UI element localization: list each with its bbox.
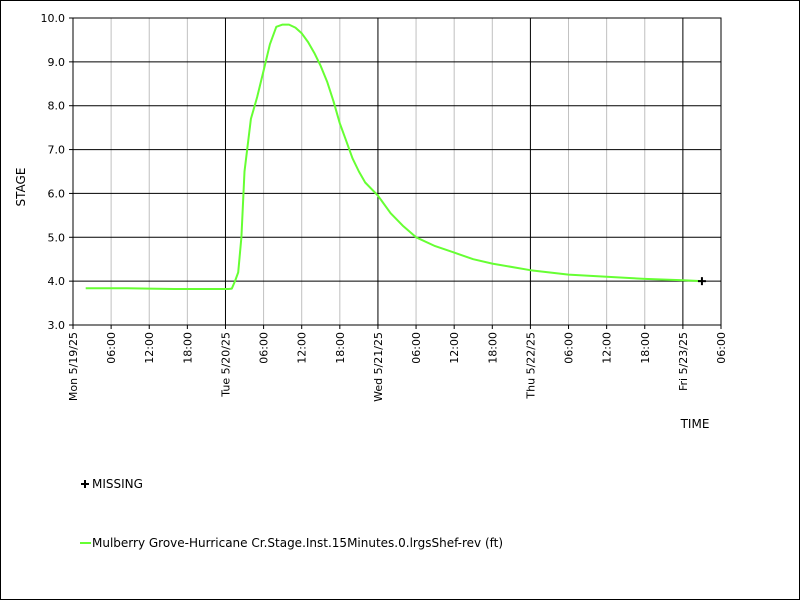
y-tick-label: 3.0 — [48, 319, 66, 332]
x-tick-label: 18:00 — [486, 332, 499, 364]
x-tick-label: 06:00 — [563, 332, 576, 364]
y-tick-label: 8.0 — [48, 100, 66, 113]
x-major-tick-label: Tue 5/20/25 — [219, 332, 232, 398]
x-tick-label: 06:00 — [258, 332, 271, 364]
y-tick-label: 4.0 — [48, 275, 66, 288]
plus-marker-icon — [81, 480, 89, 488]
missing-point-marker — [697, 277, 706, 286]
x-tick-label: 12:00 — [143, 332, 156, 364]
y-tick-label: 5.0 — [48, 231, 66, 244]
legend-series-label: Mulberry Grove-Hurricane Cr.Stage.Inst.1… — [92, 536, 503, 550]
missing-markers — [697, 277, 706, 286]
x-axis-label: TIME — [680, 417, 710, 431]
x-tick-label: 18:00 — [639, 332, 652, 364]
legend-plus-mark — [81, 480, 89, 488]
x-major-tick-label: Mon 5/19/25 — [67, 332, 80, 401]
x-tick-label: 12:00 — [296, 332, 309, 364]
x-tick-label: 06:00 — [410, 332, 423, 364]
major-gridlines — [73, 18, 721, 325]
x-tick-label: 12:00 — [601, 332, 614, 364]
legend-series: Mulberry Grove-Hurricane Cr.Stage.Inst.1… — [80, 536, 503, 550]
y-tick-labels: 3.0 4.0 5.0 6.0 7.0 8.0 9.0 10.0 — [41, 12, 73, 332]
y-axis-label: STAGE — [14, 168, 28, 207]
x-major-tick-label: Fri 5/23/25 — [677, 332, 690, 391]
y-tick-label: 9.0 — [48, 56, 66, 69]
x-tick-label: 18:00 — [181, 332, 194, 364]
x-tick-label: 06:00 — [105, 332, 118, 364]
y-tick-label: 6.0 — [48, 187, 66, 200]
x-tick-label: 18:00 — [334, 332, 347, 364]
x-major-tick-label: Wed 5/21/25 — [372, 332, 385, 402]
y-tick-label: 10.0 — [41, 12, 66, 25]
x-tick-label: 12:00 — [448, 332, 461, 364]
y-tick-label: 7.0 — [48, 144, 66, 157]
series-layer — [85, 23, 702, 290]
x-tick-labels: 06:00 12:00 18:00 06:00 12:00 18:00 06:00 12:00… — [67, 325, 728, 402]
x-tick-label: 06:00 — [715, 332, 728, 364]
legend-missing-label: MISSING — [92, 477, 143, 491]
legend-missing: MISSING — [81, 477, 143, 491]
x-major-tick-label: Thu 5/22/25 — [524, 332, 537, 400]
plot-area — [72, 17, 722, 326]
series-line — [85, 23, 702, 290]
